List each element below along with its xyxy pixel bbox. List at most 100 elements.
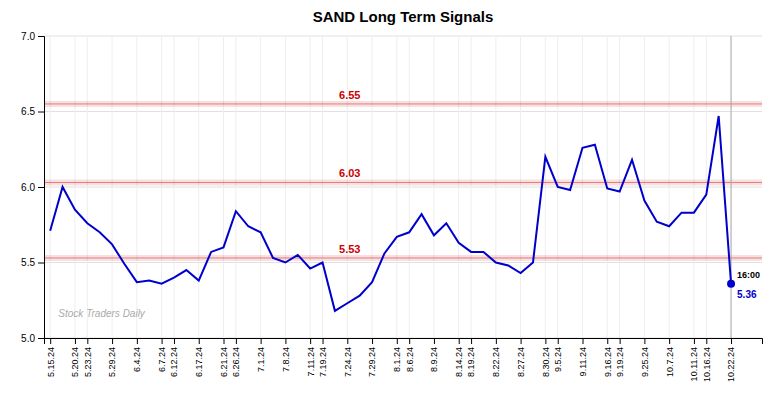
x-tick-mark [50, 338, 51, 344]
y-tick-mark [38, 36, 44, 37]
x-tick: 5.15.24 [46, 338, 56, 377]
x-tick-mark [112, 338, 113, 344]
grid-line-x [322, 36, 323, 338]
grid-line-x [74, 36, 75, 338]
y-tick-mark [38, 112, 44, 113]
grid-line-x [458, 36, 459, 338]
grid-line-x [223, 36, 224, 338]
grid-line-x [471, 36, 472, 338]
x-tick-label: 10.11.24 [689, 347, 699, 381]
x-tick-mark [347, 338, 348, 344]
x-tick-mark [409, 338, 410, 344]
x-tick-mark [731, 338, 732, 344]
x-tick-mark [224, 338, 225, 344]
x-tick: 5.29.24 [107, 338, 117, 377]
x-tick-label: 7.29.24 [367, 347, 377, 377]
x-tick: 6.26.24 [231, 338, 241, 377]
grid-line-y [44, 36, 762, 37]
reference-label: 6.55 [339, 89, 360, 101]
x-tick: 6.7.24 [157, 338, 167, 372]
y-tick-mark [38, 338, 44, 339]
x-tick: 9.16.24 [603, 338, 613, 377]
grid-line-x [260, 36, 261, 338]
x-tick-label: 7.11.24 [306, 347, 316, 376]
x-tick-label: 5.23.24 [83, 347, 93, 377]
marks [44, 36, 762, 338]
y-tick-label: 6.0 [21, 182, 35, 193]
x-axis-line [45, 339, 763, 345]
x-tick-mark [471, 338, 472, 344]
y-tick: 6.5 [21, 106, 44, 117]
x-tick: 10.11.24 [689, 338, 699, 381]
grid-line-x [669, 36, 670, 338]
grid-line-x [285, 36, 286, 338]
x-tick-label: 7.19.24 [318, 347, 328, 377]
y-tick: 5.0 [21, 333, 44, 344]
x-tick: 8.1.24 [392, 338, 402, 372]
watermark: Stock Traders Daily [58, 308, 146, 319]
x-tick-label: 6.7.24 [157, 347, 167, 372]
x-tick: 8.30.24 [541, 338, 551, 377]
reference-line [44, 182, 762, 183]
x-tick: 5.20.24 [70, 338, 80, 377]
chart: 5.05.56.06.57.05.15.245.20.245.23.245.29… [0, 0, 784, 398]
x-tick-mark [285, 338, 286, 344]
x-tick-label: 10.7.24 [665, 347, 675, 377]
x-tick: 7.8.24 [281, 338, 291, 372]
x-tick-mark [694, 338, 695, 344]
x-tick: 7.1.24 [256, 338, 266, 372]
x-tick-mark [669, 338, 670, 344]
x-tick-label: 8.27.24 [516, 347, 526, 377]
reference-line [44, 257, 762, 258]
x-tick-label: 8.22.24 [491, 347, 501, 377]
grid-line-x [495, 36, 496, 338]
x-tick-label: 7.1.24 [256, 347, 266, 372]
x-tick-mark [174, 338, 175, 344]
title: SAND Long Term Signals [313, 8, 494, 25]
grid-line-x [372, 36, 373, 338]
x-tick: 10.7.24 [665, 338, 675, 377]
grid-line-x [235, 36, 236, 338]
grid-line-x [136, 36, 137, 338]
grid-line-y [44, 262, 762, 263]
grid-line-x [433, 36, 434, 338]
grid-line-x [310, 36, 311, 338]
grid [44, 36, 762, 338]
x-tick-mark [558, 338, 559, 344]
x-tick: 8.9.24 [429, 338, 439, 372]
x-tick: 8.14.24 [454, 338, 464, 377]
reference-band [44, 255, 762, 261]
labels: 6.556.035.53Stock Traders Daily16:005.36 [58, 89, 760, 319]
x-tick-mark [397, 338, 398, 344]
grid-line-x [173, 36, 174, 338]
x-tick-label: 9.11.24 [578, 347, 588, 376]
x-tick-mark [607, 338, 608, 344]
grid-line-x [693, 36, 694, 338]
y-tick-label: 6.5 [21, 106, 35, 117]
x-tick-label: 5.29.24 [107, 347, 117, 377]
x-tick-mark [323, 338, 324, 344]
x-tick: 7.19.24 [318, 338, 328, 377]
grid-line-x [347, 36, 348, 338]
grid-line-x [396, 36, 397, 338]
x-tick-mark [434, 338, 435, 344]
x-tick: 6.17.24 [194, 338, 204, 377]
x-tick-label: 6.21.24 [219, 347, 229, 377]
x-tick: 9.11.24 [578, 338, 588, 376]
x-tick-label: 6.17.24 [194, 347, 204, 377]
x-tick-mark [310, 338, 311, 344]
reference-line [44, 103, 762, 104]
grid-line-y [44, 187, 762, 188]
x-tick: 6.21.24 [219, 338, 229, 377]
x-tick-mark [644, 338, 645, 344]
x-tick-label: 8.1.24 [392, 347, 402, 372]
x-tick-label: 9.19.24 [615, 347, 625, 377]
x-tick: 8.27.24 [516, 338, 526, 377]
grid-line-y [44, 111, 762, 112]
x-tick-mark [372, 338, 373, 344]
last-point-marker [731, 36, 732, 338]
x-tick-mark [583, 338, 584, 344]
x-tick: 7.11.24 [306, 338, 316, 376]
grid-line-x [112, 36, 113, 338]
grid-line-x [198, 36, 199, 338]
